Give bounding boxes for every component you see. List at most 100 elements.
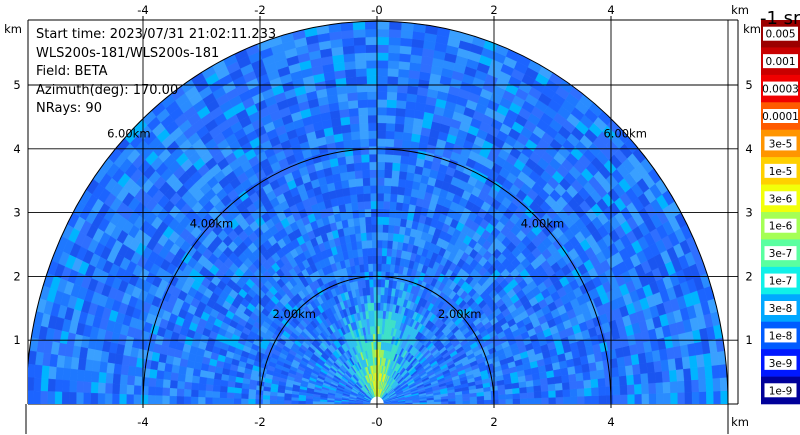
data-cell <box>255 394 264 400</box>
data-cell <box>376 60 389 69</box>
data-cell <box>345 162 355 173</box>
colorbar-tick-label: 1e-9 <box>769 385 793 397</box>
data-cell <box>397 76 409 86</box>
data-cell <box>533 391 542 399</box>
data-cell <box>366 91 378 100</box>
data-cell <box>233 387 242 394</box>
data-cell <box>405 100 417 111</box>
data-cell <box>104 383 113 395</box>
data-cell <box>698 378 707 392</box>
data-cell <box>376 216 384 225</box>
data-cell <box>376 271 382 280</box>
range-ring-label: 4.00km <box>190 217 233 231</box>
data-cell <box>386 75 399 85</box>
data-cell <box>554 375 563 384</box>
data-cell <box>662 381 671 394</box>
data-cell <box>61 391 70 404</box>
x-tick-label-top: -0 <box>371 3 382 17</box>
data-cell <box>332 61 346 72</box>
data-cell <box>712 377 721 392</box>
data-cell <box>176 388 185 397</box>
data-cell <box>104 393 113 404</box>
data-cell <box>547 383 556 392</box>
data-cell <box>633 373 642 385</box>
data-cell <box>554 382 563 391</box>
data-cell <box>376 185 385 194</box>
data-cell <box>340 29 354 40</box>
data-cell <box>646 361 656 374</box>
data-cell <box>376 161 385 171</box>
data-cell <box>376 286 381 296</box>
data-cell <box>367 99 378 108</box>
field-text: Field: BETA <box>36 64 108 79</box>
range-ring-label: 6.00km <box>107 126 150 140</box>
data-cell <box>48 366 57 380</box>
data-cell <box>677 392 686 404</box>
data-cell <box>113 363 122 375</box>
data-cell <box>376 75 388 85</box>
data-cell <box>512 398 521 404</box>
data-cell <box>381 255 387 265</box>
colorbar-tick-label: 1e-5 <box>769 166 793 178</box>
data-cell <box>133 375 143 387</box>
data-cell <box>385 107 397 116</box>
x-tick-label-top: 2 <box>490 3 497 17</box>
data-cell <box>387 52 400 62</box>
data-cell <box>393 138 403 148</box>
data-cell <box>394 209 403 219</box>
data-cell <box>401 202 410 212</box>
data-cell <box>519 398 528 404</box>
x-tick-label-top: -2 <box>254 3 265 17</box>
data-cell <box>133 385 142 396</box>
data-cell <box>618 375 628 386</box>
data-cell <box>626 374 635 386</box>
data-cell <box>111 393 120 404</box>
data-cell <box>212 384 221 393</box>
data-cell <box>140 385 149 396</box>
data-cell <box>190 396 199 404</box>
y-tick-label-right: 3 <box>745 206 752 220</box>
data-cell <box>376 145 386 155</box>
data-cell <box>162 379 171 389</box>
data-cell <box>604 376 614 387</box>
data-cell <box>395 99 407 110</box>
data-cell <box>40 378 49 392</box>
data-cell <box>343 60 356 71</box>
data-cell <box>654 371 664 383</box>
data-cell <box>546 376 556 385</box>
data-cell <box>220 379 229 388</box>
data-cell <box>191 375 200 384</box>
data-cell <box>370 200 378 210</box>
data-cell <box>339 171 349 182</box>
data-cell <box>388 28 402 38</box>
data-cell <box>140 394 149 404</box>
data-cell <box>344 155 355 165</box>
data-cell <box>365 224 372 233</box>
data-cell <box>484 399 492 404</box>
data-cell <box>620 394 628 404</box>
data-cell <box>205 377 215 386</box>
data-cell <box>351 138 361 148</box>
data-cell <box>346 170 356 180</box>
data-cell <box>380 271 386 280</box>
data-cell <box>397 178 407 188</box>
data-cell <box>197 396 206 404</box>
data-cell <box>120 364 130 376</box>
data-cell <box>212 397 220 404</box>
data-cell <box>382 224 389 233</box>
data-cell <box>582 371 591 381</box>
data-cell <box>371 239 378 249</box>
data-cell <box>404 108 416 119</box>
data-cell <box>597 377 606 388</box>
data-cell <box>711 364 721 379</box>
y-tick-label-right: 5 <box>745 78 752 92</box>
data-cell <box>663 392 671 404</box>
colorbar-tick-label: 3e-7 <box>769 248 793 260</box>
y-tick-label-left: 5 <box>13 78 20 92</box>
data-cell <box>119 374 128 386</box>
data-cell <box>198 383 207 392</box>
data-cell <box>369 185 378 194</box>
data-cell <box>349 194 358 204</box>
data-cell <box>605 394 614 404</box>
data-cell <box>376 153 386 163</box>
